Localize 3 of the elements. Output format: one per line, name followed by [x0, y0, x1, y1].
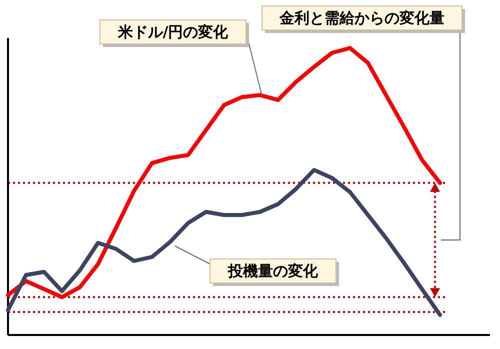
annotation: 投機量の変化 — [227, 262, 319, 280]
annotation: 米ドル/円の変化 — [100, 20, 262, 96]
annotation: 投機量の変化 — [174, 246, 339, 286]
